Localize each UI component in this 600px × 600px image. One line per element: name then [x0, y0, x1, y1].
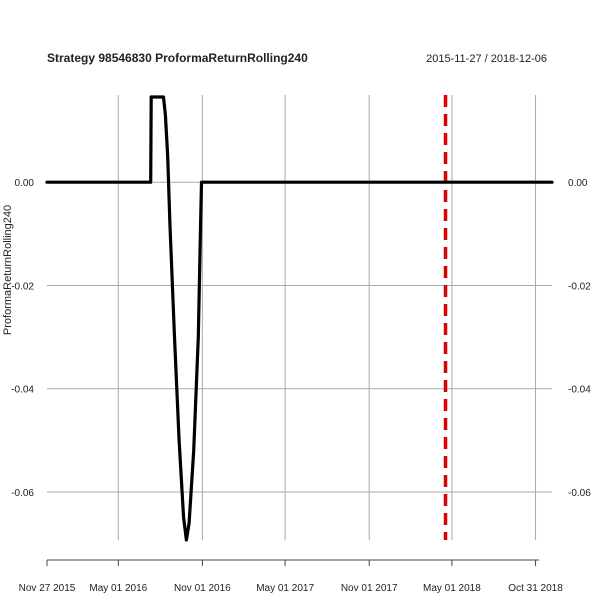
y-tick-label-left: -0.02 [11, 281, 34, 292]
y-tick-label-left: -0.06 [11, 488, 34, 499]
x-tick-label: May 01 2017 [256, 583, 314, 594]
series-layer [45, 95, 554, 542]
y-tick-label-right: 0.00 [568, 178, 588, 189]
x-tick-label: May 01 2016 [89, 583, 147, 594]
y-tick-label-right: -0.02 [568, 281, 591, 292]
chart-title: Strategy 98546830 ProformaReturnRolling2… [47, 51, 308, 65]
x-tick-label: May 01 2018 [423, 583, 481, 594]
y-tick-label-left: -0.04 [11, 385, 34, 396]
x-axis: Nov 27 2015 May 01 2016 Nov 01 2016 May 01 … [19, 559, 563, 594]
y-axis: 0.00 0.00 -0.02 -0.02 -0.04 -0.04 -0.06 -0.06 [11, 178, 591, 499]
grid [47, 95, 552, 540]
y-axis-label: ProformaReturnRolling240 [2, 205, 14, 335]
x-tick-label: Nov 01 2016 [174, 583, 231, 594]
x-tick-label: Nov 27 2015 [19, 583, 76, 594]
x-tick-label: Nov 01 2017 [341, 583, 398, 594]
y-tick-label-right: -0.06 [568, 488, 591, 499]
chart-date-range: 2015-11-27 / 2018-12-06 [426, 53, 547, 65]
y-tick-label-left: 0.00 [15, 178, 35, 189]
y-tick-label-right: -0.04 [568, 385, 591, 396]
series-line [45, 95, 554, 542]
x-tick-label: Oct 31 2018 [508, 583, 563, 594]
